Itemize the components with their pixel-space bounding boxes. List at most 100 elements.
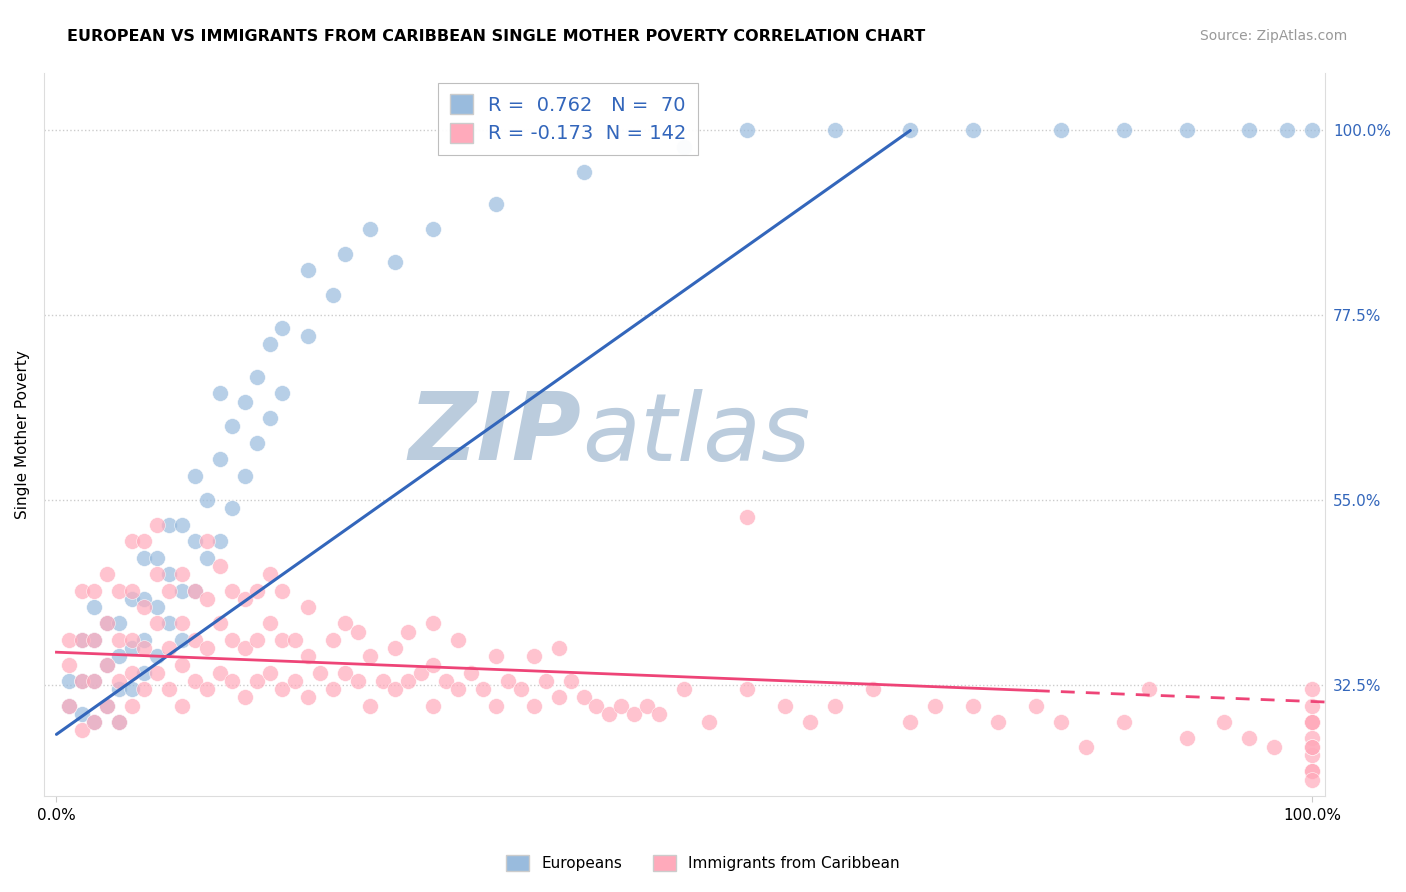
- Point: [1301, 698, 1323, 713]
- Point: [96, 567, 118, 582]
- Point: [96, 657, 118, 672]
- Point: [70, 632, 93, 647]
- Point: [271, 386, 294, 401]
- Point: [195, 550, 218, 565]
- Point: [335, 616, 357, 631]
- Point: [183, 468, 205, 483]
- Point: [1301, 714, 1323, 729]
- Point: [297, 329, 319, 343]
- Legend: Europeans, Immigrants from Caribbean: Europeans, Immigrants from Caribbean: [501, 849, 905, 877]
- Point: [170, 616, 193, 631]
- Point: [523, 698, 546, 713]
- Text: ZIP: ZIP: [409, 389, 582, 481]
- Point: [134, 641, 156, 656]
- Point: [623, 706, 645, 721]
- Point: [1074, 739, 1097, 754]
- Point: [58, 632, 80, 647]
- Point: [233, 641, 256, 656]
- Point: [898, 123, 921, 137]
- Point: [560, 673, 582, 688]
- Point: [170, 567, 193, 582]
- Point: [83, 632, 105, 647]
- Point: [221, 583, 243, 598]
- Point: [58, 698, 80, 713]
- Point: [610, 698, 633, 713]
- Point: [862, 682, 884, 697]
- Point: [83, 600, 105, 615]
- Point: [146, 517, 169, 532]
- Point: [121, 641, 143, 656]
- Point: [246, 370, 269, 384]
- Point: [259, 337, 281, 351]
- Point: [598, 706, 620, 721]
- Point: [246, 632, 269, 647]
- Point: [70, 583, 93, 598]
- Point: [83, 583, 105, 598]
- Point: [1301, 739, 1323, 754]
- Point: [195, 641, 218, 656]
- Point: [271, 320, 294, 334]
- Point: [384, 255, 406, 269]
- Point: [58, 657, 80, 672]
- Point: [246, 435, 269, 450]
- Point: [585, 698, 607, 713]
- Text: Source: ZipAtlas.com: Source: ZipAtlas.com: [1199, 29, 1347, 43]
- Point: [146, 616, 169, 631]
- Point: [96, 616, 118, 631]
- Point: [962, 698, 984, 713]
- Point: [159, 517, 181, 532]
- Point: [1301, 764, 1323, 779]
- Point: [396, 673, 419, 688]
- Point: [108, 616, 131, 631]
- Point: [962, 123, 984, 137]
- Point: [195, 591, 218, 606]
- Point: [1137, 682, 1160, 697]
- Point: [183, 673, 205, 688]
- Point: [1239, 731, 1261, 746]
- Point: [208, 665, 231, 680]
- Point: [233, 394, 256, 409]
- Point: [572, 690, 595, 705]
- Point: [547, 690, 569, 705]
- Point: [259, 665, 281, 680]
- Point: [70, 673, 93, 688]
- Point: [208, 534, 231, 549]
- Point: [987, 714, 1010, 729]
- Point: [170, 698, 193, 713]
- Point: [183, 583, 205, 598]
- Point: [121, 591, 143, 606]
- Point: [359, 649, 381, 664]
- Point: [1301, 714, 1323, 729]
- Point: [346, 673, 368, 688]
- Point: [534, 673, 557, 688]
- Point: [371, 673, 394, 688]
- Point: [146, 550, 169, 565]
- Point: [824, 123, 846, 137]
- Point: [335, 665, 357, 680]
- Point: [359, 698, 381, 713]
- Point: [271, 583, 294, 598]
- Point: [121, 698, 143, 713]
- Point: [208, 558, 231, 573]
- Point: [498, 673, 520, 688]
- Point: [83, 714, 105, 729]
- Point: [309, 665, 332, 680]
- Point: [108, 682, 131, 697]
- Point: [898, 714, 921, 729]
- Point: [1301, 123, 1323, 137]
- Point: [146, 665, 169, 680]
- Point: [1263, 739, 1285, 754]
- Point: [384, 682, 406, 697]
- Point: [271, 682, 294, 697]
- Point: [108, 673, 131, 688]
- Point: [1301, 772, 1323, 787]
- Point: [121, 583, 143, 598]
- Point: [284, 673, 307, 688]
- Point: [735, 682, 758, 697]
- Point: [523, 649, 546, 664]
- Point: [297, 649, 319, 664]
- Point: [70, 723, 93, 738]
- Point: [170, 583, 193, 598]
- Point: [422, 698, 444, 713]
- Point: [384, 641, 406, 656]
